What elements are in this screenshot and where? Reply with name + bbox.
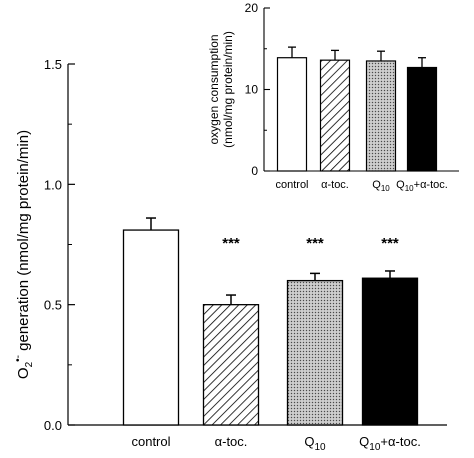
inset-y-tick-label: 20 (245, 1, 259, 15)
y-tick-label: 0.5 (44, 298, 62, 313)
bar (202, 304, 260, 426)
y-tick-label: 0.0 (44, 418, 62, 433)
significance-label: *** (222, 235, 240, 252)
y-tick-label: 1.0 (44, 177, 62, 192)
inset-bar (319, 59, 351, 172)
x-category-label: Q10+α-toc. (359, 434, 421, 453)
inset-plot: 0 10 20 control α-toc. Q10 Q10+α-toc. oxygen co… (207, 1, 459, 193)
y-axis-title: O2•- generation (nmol/mg protein/min) (13, 130, 35, 379)
inset-x-category-label: Q10+α-toc. (396, 179, 448, 193)
significance-label: *** (381, 235, 399, 252)
x-category-label: control (131, 434, 170, 449)
significance-label: *** (306, 235, 324, 252)
inset-y-tick-label: 0 (251, 164, 258, 178)
inset-bar (276, 57, 308, 172)
inset-x-category-label: control (275, 179, 308, 191)
inset-y-axis-title: oxygen consumption(nmol/mg protein/min) (207, 31, 235, 148)
y-tick-label: 1.5 (44, 57, 62, 72)
bar (361, 277, 419, 426)
inset-x-category-label: α-toc. (321, 179, 349, 191)
bar (286, 279, 344, 426)
x-category-label: Q10 (304, 434, 326, 453)
inset-bar (406, 66, 438, 172)
inset-y-tick-label: 10 (245, 83, 259, 97)
inset-bar (365, 60, 397, 172)
bar (122, 229, 180, 426)
x-category-label: α-toc. (215, 434, 248, 449)
inset-x-category-label: Q10 (372, 179, 390, 193)
main-plot: 0.0 0.5 1.0 1.5 control *** α-toc. *** Q10 *** Q10… (13, 57, 447, 453)
